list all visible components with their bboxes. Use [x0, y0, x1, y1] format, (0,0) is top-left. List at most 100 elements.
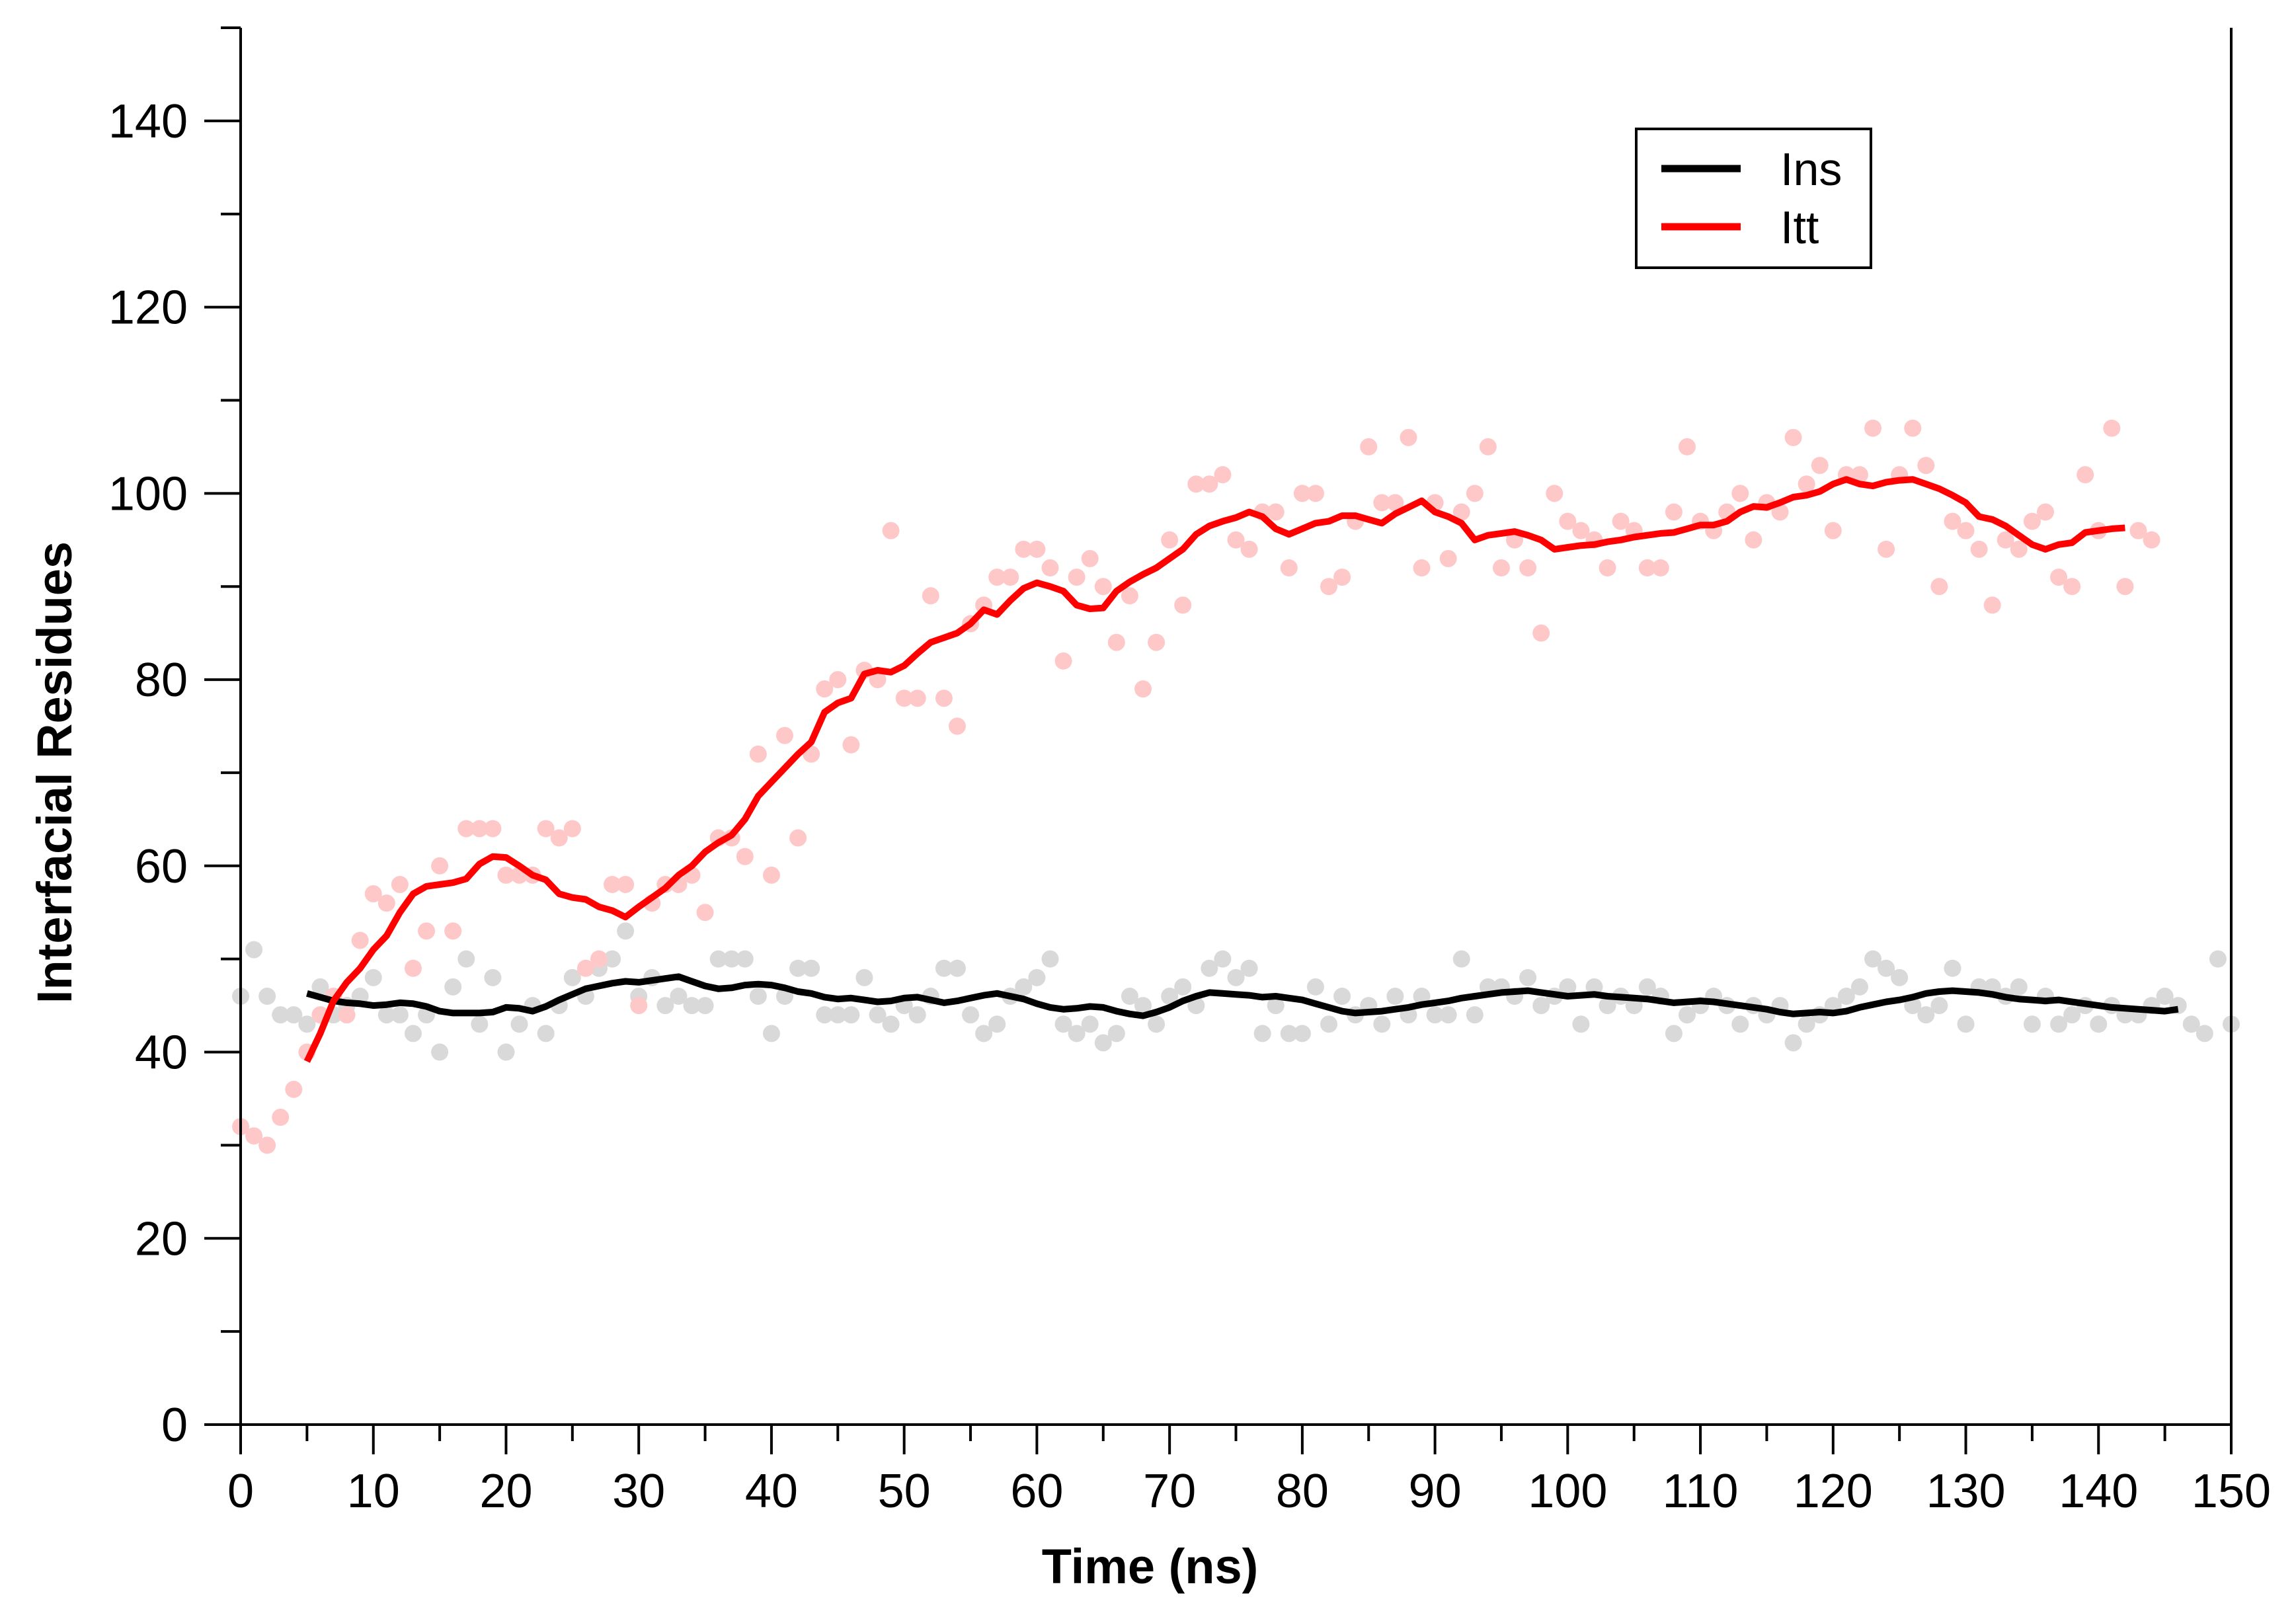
- legend-label-ins: Ins: [1780, 143, 1842, 195]
- raw-point-itt: [590, 950, 608, 968]
- raw-point-itt: [895, 689, 913, 707]
- raw-point-ins: [1293, 1025, 1311, 1043]
- raw-point-itt: [1094, 578, 1112, 596]
- raw-point-ins: [1944, 959, 1961, 977]
- y-tick-label: 100: [108, 467, 188, 520]
- raw-point-itt: [1811, 457, 1829, 475]
- x-tick-label: 140: [2059, 1465, 2138, 1518]
- raw-point-ins: [377, 1006, 395, 1024]
- raw-point-ins: [457, 950, 475, 968]
- raw-point-ins: [1121, 988, 1138, 1005]
- raw-point-ins: [1466, 1006, 1484, 1024]
- x-tick-label: 110: [1663, 1465, 1739, 1518]
- raw-point-ins: [1320, 1015, 1338, 1033]
- raw-point-itt: [550, 829, 568, 847]
- raw-point-ins: [617, 922, 635, 940]
- raw-point-ins: [2050, 1015, 2068, 1033]
- raw-point-itt: [537, 820, 555, 838]
- raw-point-ins: [1386, 988, 1404, 1005]
- y-tick-label: 0: [161, 1399, 188, 1452]
- raw-point-ins: [789, 959, 807, 977]
- raw-point-itt: [2036, 503, 2054, 521]
- raw-point-ins: [656, 997, 674, 1015]
- smoothed-series-lines: [303, 476, 2179, 1063]
- raw-point-itt: [789, 829, 807, 847]
- raw-point-itt: [842, 736, 860, 754]
- raw-point-ins: [1731, 1015, 1749, 1033]
- raw-point-itt: [2050, 569, 2068, 586]
- legend-label-itt: Itt: [1780, 202, 1819, 253]
- raw-point-itt: [1373, 494, 1391, 512]
- raw-point-ins: [444, 978, 462, 996]
- raw-point-ins: [842, 1006, 860, 1024]
- raw-point-itt: [1201, 475, 1218, 493]
- raw-point-itt: [1546, 485, 1564, 502]
- y-tick-label: 20: [135, 1212, 188, 1265]
- legend: Ins Itt: [1635, 128, 1872, 269]
- raw-point-ins: [510, 1015, 528, 1033]
- raw-point-ins: [935, 959, 953, 977]
- raw-point-ins: [1107, 1025, 1125, 1043]
- raw-point-ins: [1041, 950, 1059, 968]
- raw-point-ins: [1094, 1034, 1112, 1052]
- raw-point-itt: [1134, 680, 1152, 698]
- x-tick-label: 150: [2192, 1465, 2271, 1518]
- raw-point-ins: [1878, 959, 1895, 977]
- raw-point-ins: [1452, 950, 1470, 968]
- x-tick-label: 20: [479, 1465, 532, 1518]
- raw-point-itt: [1745, 531, 1762, 549]
- raw-point-itt: [272, 1109, 290, 1126]
- raw-point-ins: [1028, 968, 1046, 986]
- raw-point-ins: [1134, 997, 1152, 1015]
- raw-point-ins: [1426, 1006, 1444, 1024]
- raw-point-itt: [1678, 438, 1696, 455]
- raw-point-itt: [1983, 596, 2001, 614]
- raw-point-itt: [630, 997, 648, 1015]
- raw-point-itt: [1439, 549, 1457, 567]
- raw-point-itt: [1161, 531, 1179, 549]
- raw-point-ins: [2209, 950, 2227, 968]
- raw-point-itt: [1214, 466, 1232, 484]
- raw-point-itt: [1400, 428, 1417, 446]
- raw-point-itt: [1492, 559, 1510, 577]
- raw-point-itt: [1559, 512, 1577, 530]
- raw-point-itt: [2023, 512, 2041, 530]
- raw-point-ins: [497, 1043, 515, 1061]
- raw-point-itt: [1651, 559, 1669, 577]
- raw-point-itt: [1930, 578, 1948, 596]
- raw-point-ins: [2196, 1025, 2213, 1043]
- raw-point-itt: [1572, 522, 1590, 539]
- raw-point-itt: [1015, 540, 1033, 558]
- raw-point-itt: [604, 875, 621, 893]
- raw-point-ins: [1665, 1025, 1682, 1043]
- raw-point-ins: [1638, 978, 1656, 996]
- raw-point-ins: [1837, 988, 1855, 1005]
- raw-point-ins: [723, 950, 740, 968]
- raw-point-ins: [2182, 1015, 2200, 1033]
- raw-point-ins: [803, 959, 820, 977]
- raw-point-itt: [1333, 569, 1351, 586]
- raw-point-ins: [258, 988, 276, 1005]
- raw-point-itt: [245, 1127, 263, 1145]
- raw-point-ins: [2156, 988, 2174, 1005]
- raw-point-itt: [1957, 522, 1975, 539]
- raw-point-ins: [1930, 997, 1948, 1015]
- raw-point-itt: [617, 875, 635, 893]
- raw-point-ins: [1599, 997, 1616, 1015]
- raw-point-itt: [882, 522, 900, 539]
- raw-point-itt: [576, 959, 594, 977]
- raw-point-itt: [869, 671, 887, 689]
- raw-point-ins: [2010, 978, 2028, 996]
- raw-point-ins: [1227, 968, 1245, 986]
- raw-point-itt: [696, 904, 714, 922]
- raw-point-itt: [1944, 512, 1961, 530]
- raw-point-ins: [948, 959, 966, 977]
- x-axis-title: Time (ns): [1042, 1539, 1259, 1594]
- x-tick-label: 40: [745, 1465, 798, 1518]
- raw-point-itt: [1306, 485, 1324, 502]
- raw-point-itt: [1148, 633, 1166, 651]
- raw-point-itt: [1121, 587, 1138, 605]
- x-tick-label: 130: [1926, 1465, 2005, 1518]
- raw-point-ins: [1439, 1006, 1457, 1024]
- raw-point-ins: [975, 1025, 993, 1043]
